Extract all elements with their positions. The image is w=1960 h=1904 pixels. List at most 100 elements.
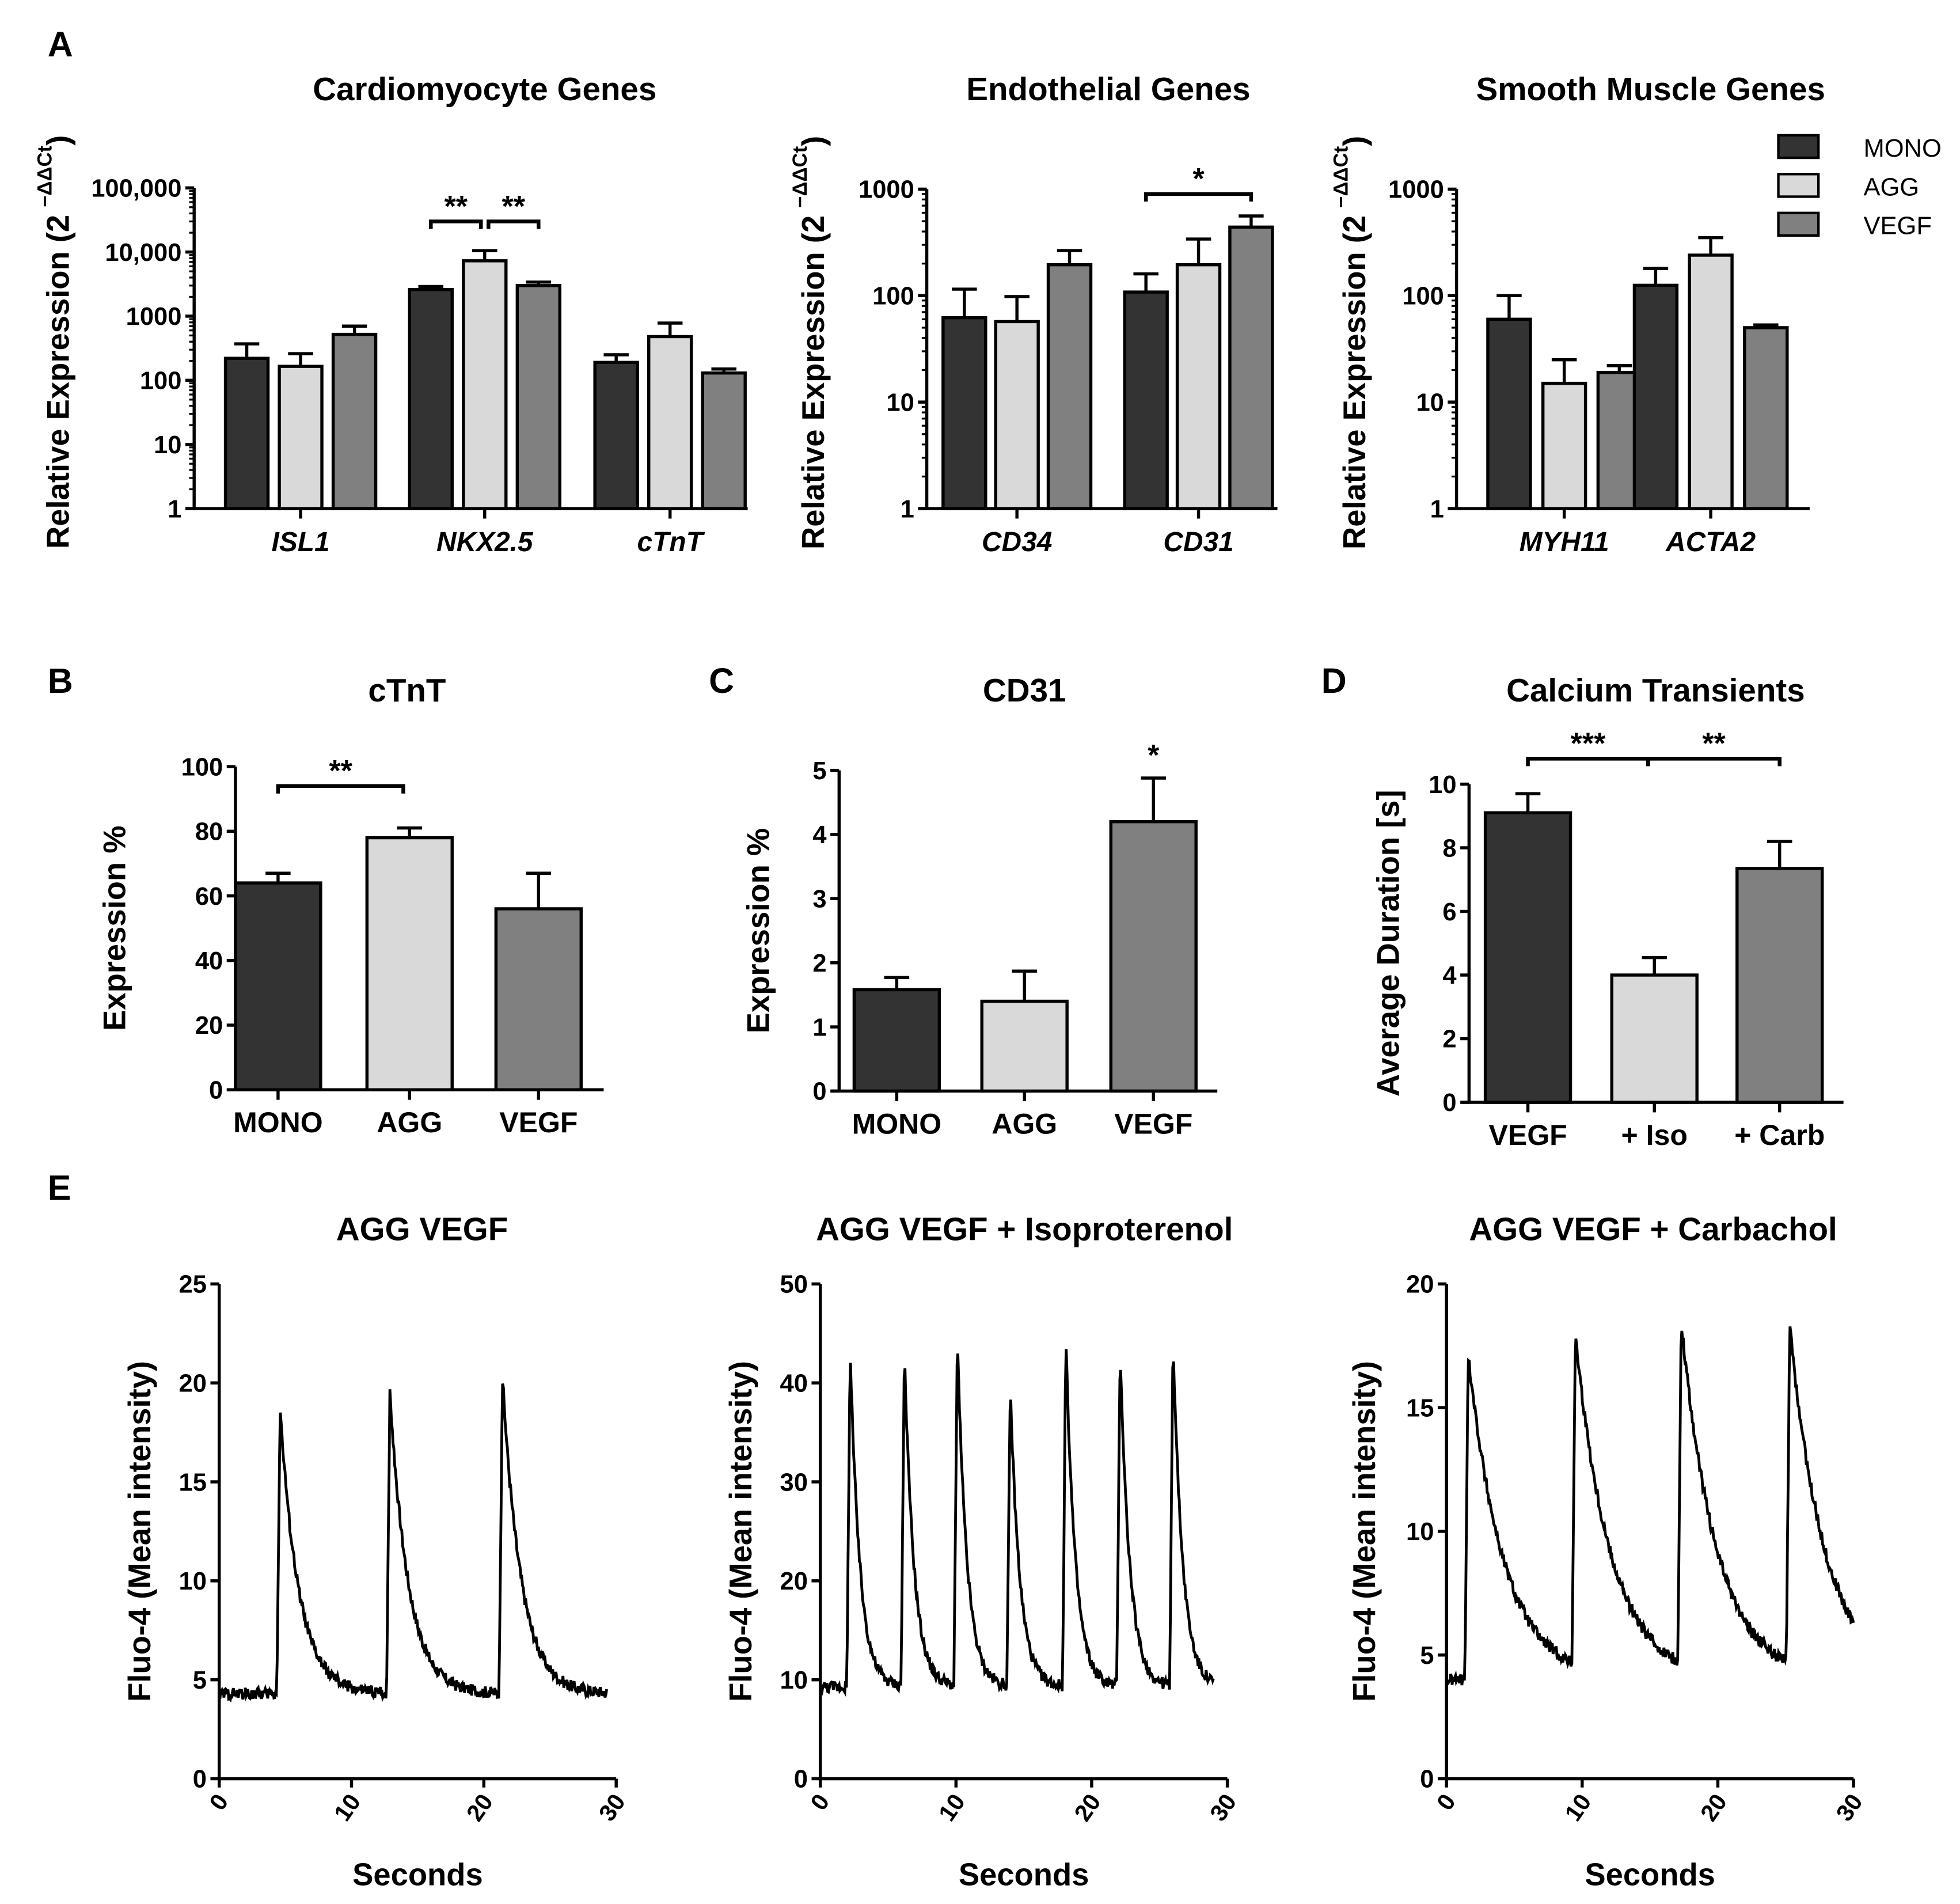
y-tick-label: 50 [780, 1271, 808, 1299]
y-tick-label: 0 [794, 1766, 808, 1793]
y-tick-label: 5 [193, 1667, 207, 1694]
y-axis-label-text: Average Duration [s] [1371, 790, 1406, 1097]
bar-mono [852, 988, 941, 1093]
y-axis-label-close: ) [41, 135, 76, 146]
y-tick-label: 10 [1429, 771, 1456, 799]
y-tick-label: 15 [1406, 1394, 1434, 1422]
chart-title: CD31 [983, 672, 1066, 708]
y-tick-label: 0 [1420, 1766, 1434, 1793]
chart-title: Endothelial Genes [966, 71, 1250, 107]
y-tick-label: 100 [1402, 283, 1444, 310]
x-category-label: cTnT [637, 527, 705, 557]
chart-d: Calcium Transients Average Duration [s] 0 2… [1371, 672, 1844, 1151]
bar-mono [1486, 317, 1532, 510]
bar-vegf [701, 371, 747, 510]
chart-a2: Endothelial Genes Relative Expression (2 −… [789, 71, 1278, 557]
y-axis-label-close: ) [1337, 136, 1372, 146]
x-category-label: MONO [852, 1107, 942, 1140]
y-tick-label: 30 [780, 1469, 808, 1496]
bar-vegf [1228, 225, 1274, 510]
panel-letter-a: A [48, 25, 73, 64]
fluorescence-trace [218, 1383, 608, 1703]
bar-agg [278, 365, 324, 510]
x-category-label: NKX2.5 [436, 527, 534, 557]
chart-e2: AGG VEGF + Isoproterenol Fluo-4 (Mean int… [723, 1211, 1241, 1892]
y-tick-label: 4 [1442, 962, 1456, 989]
y-axis-label-text: Fluo-4 (Mean intensity) [723, 1361, 758, 1702]
y-axis-label-close: ) [796, 136, 831, 146]
significance-label: * [1148, 739, 1160, 772]
bar-agg [980, 999, 1069, 1093]
y-axis-label-text: Relative Expression (2 [796, 215, 831, 549]
y-axis-label: Fluo-4 (Mean intensity) [1347, 1361, 1382, 1702]
bar-agg [647, 335, 693, 510]
bar-agg [1610, 973, 1699, 1104]
y-tick-label: 20 [1406, 1271, 1434, 1299]
legend-swatch-mono [1777, 134, 1820, 160]
x-category-label: AGG [377, 1106, 442, 1139]
chart-c: CD31 Expression % 0 1 2 3 4 5 MONO AGG VEGF * [741, 672, 1218, 1140]
bar-agg [1688, 253, 1734, 510]
fluorescence-trace [819, 1349, 1215, 1697]
y-tick-label: 1000 [1388, 176, 1444, 204]
y-axis-label: Fluo-4 (Mean intensity) [122, 1361, 157, 1702]
x-category-label: VEGF [1114, 1107, 1192, 1140]
y-axis-label: Relative Expression (2 −ΔΔCt) [1330, 136, 1372, 549]
y-axis-label: Expression % [741, 828, 776, 1034]
y-tick-label: 40 [780, 1370, 808, 1397]
significance-bracket [487, 219, 541, 229]
y-tick-label: 5 [1420, 1642, 1434, 1670]
x-axis-label: Seconds [352, 1857, 483, 1892]
y-tick-label: 100 [181, 753, 223, 781]
bar-agg [462, 259, 508, 510]
x-category-label: AGG [992, 1107, 1057, 1140]
y-axis-label-superscript: −ΔΔCt [33, 145, 56, 207]
y-axis-label-superscript: −ΔΔCt [1330, 146, 1352, 207]
y-axis-label-text: Expression % [97, 825, 132, 1031]
x-tick-label: 10 [1560, 1789, 1597, 1826]
y-axis-label-text: Fluo-4 (Mean intensity) [1347, 1361, 1382, 1702]
x-tick-label: 10 [933, 1789, 970, 1826]
legend-label: AGG [1863, 173, 1919, 201]
y-tick-label: 0 [193, 1766, 207, 1793]
legend-label: MONO [1863, 135, 1941, 162]
bar-vegf [1109, 820, 1198, 1093]
y-tick-label: 2 [1442, 1026, 1456, 1053]
y-tick-label: 10 [1416, 389, 1444, 416]
y-tick-label: 100 [872, 283, 914, 310]
x-tick-label: 20 [1069, 1789, 1106, 1826]
y-tick-label: 10 [886, 389, 914, 416]
y-tick-label: 40 [195, 947, 223, 975]
legend-label: VEGF [1863, 213, 1931, 240]
x-category-label: MONO [233, 1106, 323, 1139]
panel-letter-d: D [1321, 661, 1347, 700]
y-tick-label: 3 [812, 886, 826, 913]
x-category-label: + Iso [1621, 1119, 1688, 1151]
x-category-label: CD31 [1163, 527, 1233, 557]
significance-label: * [1192, 162, 1205, 196]
y-tick-label: 1000 [859, 176, 914, 204]
x-axis-label: Seconds [1585, 1857, 1715, 1892]
bar-mono [1483, 811, 1572, 1104]
bar-mono [234, 881, 322, 1091]
x-tick-label: 30 [1205, 1789, 1241, 1826]
y-tick-label: 20 [780, 1568, 808, 1595]
y-tick-label: 0 [209, 1076, 223, 1104]
y-tick-label: 8 [1442, 835, 1456, 862]
chart-title: AGG VEGF + Isoproterenol [816, 1211, 1233, 1247]
y-axis-label: Expression % [97, 825, 132, 1031]
panel-letter-c: C [709, 661, 734, 700]
x-tick-label: 30 [1831, 1789, 1868, 1826]
x-category-label: MYH11 [1520, 527, 1609, 557]
significance-bracket [429, 219, 483, 229]
significance-bracket [276, 784, 405, 794]
bar-agg [994, 320, 1040, 510]
significance-bracket [1144, 192, 1254, 202]
bar-mono [1123, 290, 1169, 510]
y-tick-label: 0 [1442, 1089, 1456, 1117]
y-tick-label: 25 [179, 1271, 207, 1299]
y-tick-label: 5 [812, 757, 826, 785]
y-tick-label: 1 [901, 495, 914, 523]
x-category-label: ACTA2 [1665, 527, 1756, 557]
y-tick-label: 10 [780, 1667, 808, 1694]
